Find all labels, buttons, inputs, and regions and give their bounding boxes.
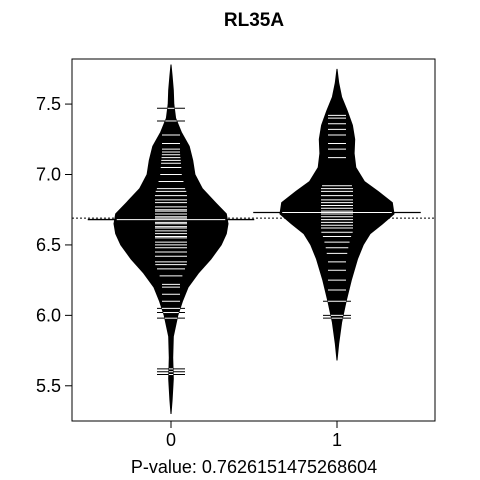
y-tick-label: 6.5 (36, 235, 61, 255)
bean-group-1 (279, 68, 395, 361)
y-tick-label: 7.0 (36, 165, 61, 185)
bean-group-0 (113, 64, 229, 415)
plot-frame (71, 58, 436, 422)
x-tick-label: 1 (332, 430, 342, 450)
y-tick-label: 7.5 (36, 94, 61, 114)
chart-title: RL35A (224, 10, 284, 31)
y-tick-label: 6.0 (36, 305, 61, 325)
x-axis-label: P-value: 0.7626151475268604 (131, 457, 377, 477)
beans-layer (72, 64, 435, 415)
y-axis: 5.5 6.0 6.5 7.0 7.5 (36, 94, 72, 396)
x-tick-label: 0 (166, 430, 176, 450)
y-tick-label: 5.5 (36, 376, 61, 396)
